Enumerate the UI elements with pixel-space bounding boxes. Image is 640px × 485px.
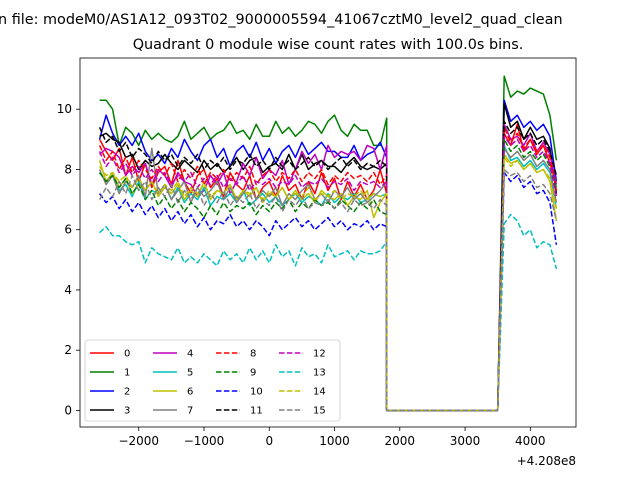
x-tick-label: 4000 xyxy=(515,434,546,448)
legend-label-15: 15 xyxy=(313,406,326,417)
chart-title: Quadrant 0 module wise count rates with … xyxy=(133,37,524,53)
legend-label-2: 2 xyxy=(124,387,130,398)
y-tick-label: 4 xyxy=(64,283,72,297)
y-tick-label: 2 xyxy=(64,343,72,357)
legend-label-0: 0 xyxy=(124,349,130,360)
legend-label-9: 9 xyxy=(250,368,256,379)
legend-label-11: 11 xyxy=(250,406,263,417)
y-tick-label: 0 xyxy=(64,403,72,417)
axes-frame xyxy=(79,57,577,428)
legend-label-10: 10 xyxy=(250,387,263,398)
y-tick-label: 10 xyxy=(57,102,72,116)
y-tick-label: 6 xyxy=(64,223,72,237)
x-tick-label: −2000 xyxy=(118,434,159,448)
legend-label-12: 12 xyxy=(313,349,326,360)
x-tick-label: −1000 xyxy=(184,434,225,448)
legend-label-1: 1 xyxy=(124,368,130,379)
legend-label-8: 8 xyxy=(250,349,256,360)
x-tick-label: 3000 xyxy=(450,434,481,448)
series-layer xyxy=(98,75,558,412)
legend-label-13: 13 xyxy=(313,368,326,379)
x-tick-label: 1000 xyxy=(319,434,350,448)
legend-box xyxy=(84,339,341,422)
legend-label-3: 3 xyxy=(124,406,130,417)
y-axis: 0 2 4 6 8 10 xyxy=(57,102,80,417)
series-line-15 xyxy=(98,168,558,412)
x-tick-label: 0 xyxy=(265,434,273,448)
x-tick-label: 2000 xyxy=(385,434,416,448)
legend-label-14: 14 xyxy=(313,387,326,398)
legend-label-7: 7 xyxy=(187,406,193,417)
legend-label-4: 4 xyxy=(187,349,193,360)
legend-label-6: 6 xyxy=(187,387,193,398)
y-tick-label: 8 xyxy=(64,162,72,176)
x-axis-offset-label: +4.208e8 xyxy=(517,454,576,468)
legend-label-5: 5 xyxy=(187,368,193,379)
x-axis: −2000 −1000 0 1000 2000 3000 4000 xyxy=(118,427,546,448)
figure-suptitle: n file: modeM0/AS1A12_093T02_9000005594_… xyxy=(0,12,563,28)
